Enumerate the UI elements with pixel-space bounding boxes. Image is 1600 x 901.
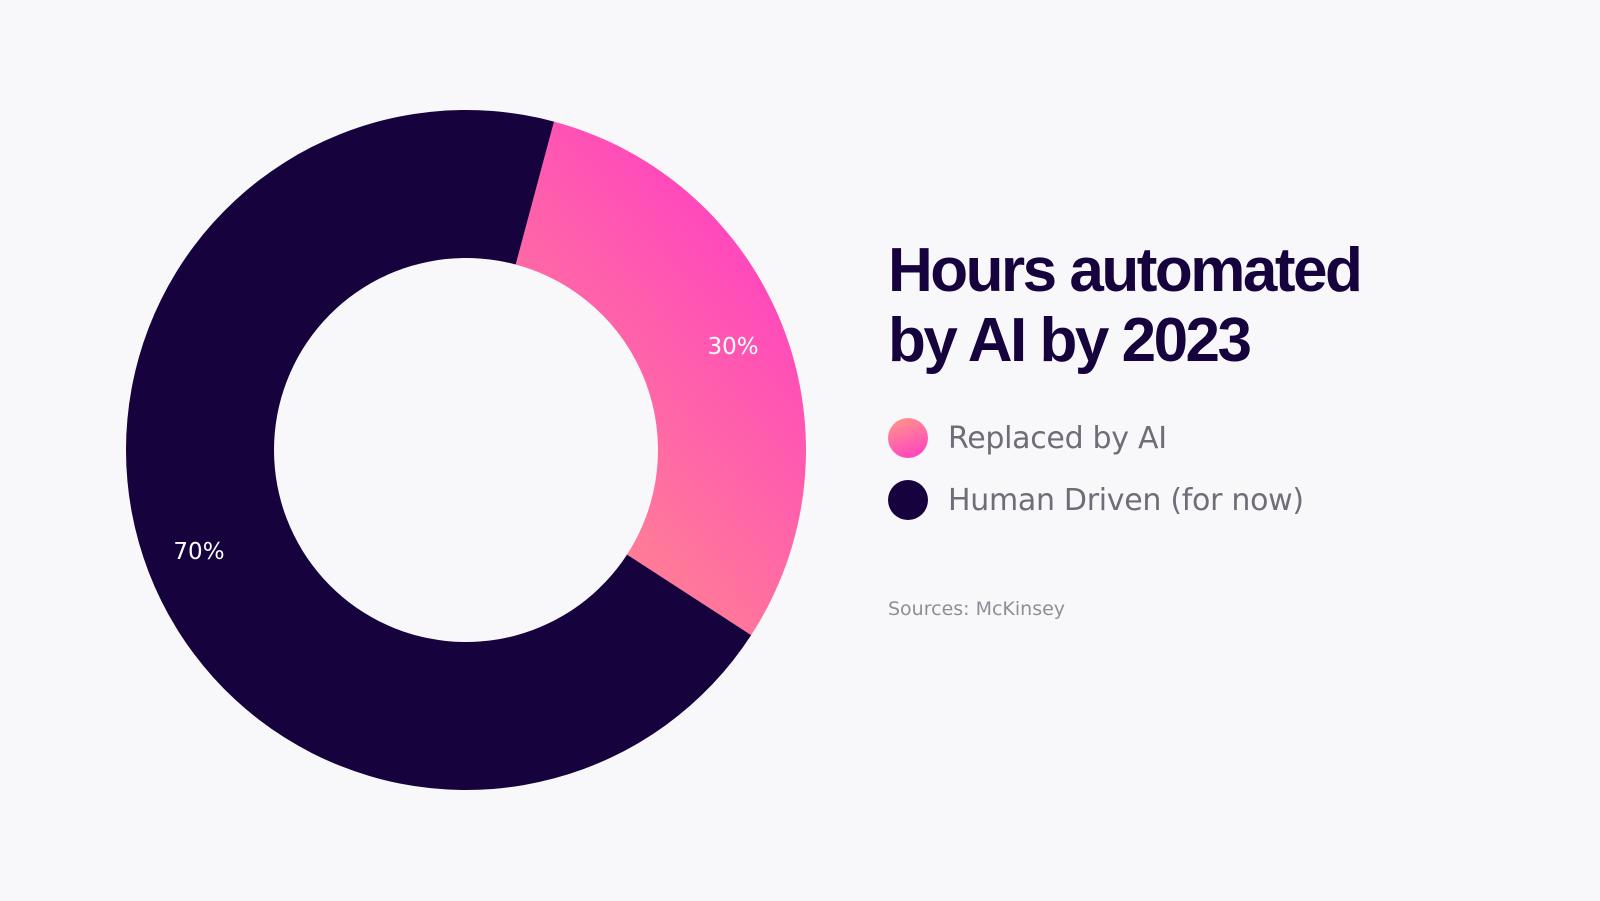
chart-title: Hours automated by AI by 2023 (888, 236, 1568, 376)
legend-item-replaced-by-ai: Replaced by AI (888, 418, 1568, 458)
slice-human-driven-for-now (125, 109, 752, 790)
slice-replaced-by-ai (515, 121, 806, 636)
legend-label-replaced-by-ai: Replaced by AI (948, 420, 1167, 456)
legend-label-human-driven: Human Driven (for now) (948, 482, 1304, 518)
chart-title-line-2: by AI by 2023 (888, 306, 1252, 375)
source-note: Sources: McKinsey (888, 598, 1066, 620)
legend-swatch-replaced-by-ai (888, 418, 928, 458)
chart-legend: Replaced by AI Human Driven (for now) (888, 418, 1568, 520)
donut-chart: 30% 70% (125, 109, 806, 790)
legend-item-human-driven: Human Driven (for now) (888, 480, 1568, 520)
chart-title-line-1: Hours automated (888, 236, 1363, 305)
slice-label-replaced-by-ai: 30% (707, 334, 758, 360)
legend-swatch-human-driven (888, 480, 928, 520)
slice-label-human-driven-for-now: 70% (173, 539, 224, 565)
chart-info-panel: Hours automated by AI by 2023 Replaced b… (888, 236, 1568, 620)
